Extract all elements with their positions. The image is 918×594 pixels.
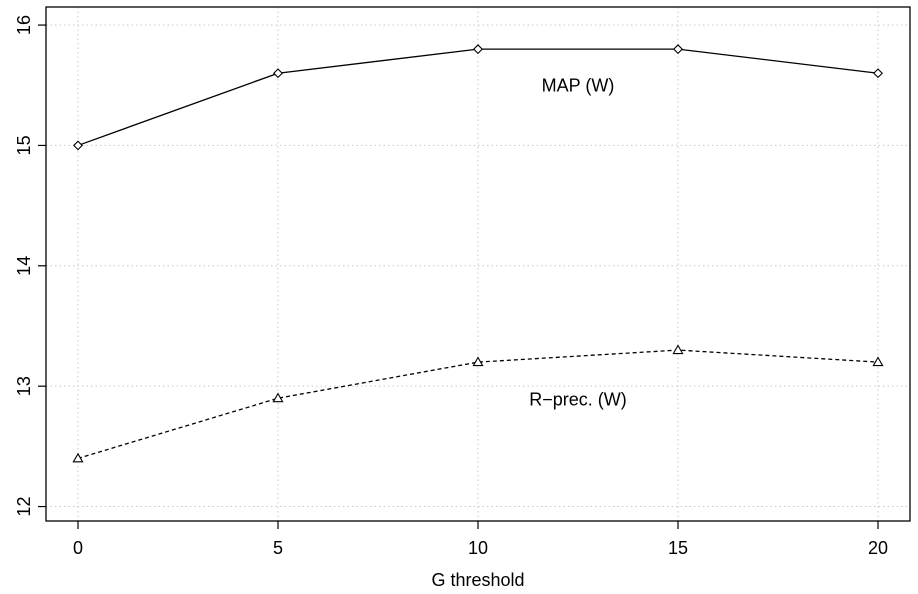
x-tick-label: 15: [668, 538, 688, 558]
series-label-r-prec: R−prec. (W): [529, 389, 627, 409]
data-point-triangle: [72, 452, 84, 463]
grid: [46, 7, 910, 521]
series-label-map: MAP (W): [542, 75, 615, 95]
series-line-1: [77, 349, 879, 460]
axes: 0 5 10 15 20 12 13 14 15 16: [14, 15, 888, 558]
x-tick-label: 5: [273, 538, 283, 558]
data-point-triangle: [272, 392, 284, 403]
data-point-triangle: [872, 356, 884, 367]
data-point-triangle: [672, 344, 684, 355]
x-tick-label: 10: [468, 538, 488, 558]
y-tick-label: 16: [14, 15, 34, 35]
y-tick-label: 12: [14, 497, 34, 517]
x-tick-label: 0: [73, 538, 83, 558]
x-axis-title: G threshold: [431, 570, 524, 590]
data-point-diamond: [473, 44, 483, 55]
data-point-triangle: [472, 356, 484, 367]
x-tick-label: 20: [868, 538, 888, 558]
y-tick-label: 13: [14, 376, 34, 396]
data-point-diamond: [673, 44, 683, 55]
data-point-diamond: [273, 68, 283, 79]
data-point-diamond: [873, 68, 883, 79]
y-tick-label: 14: [14, 256, 34, 276]
y-tick-label: 15: [14, 135, 34, 155]
series-group: [72, 44, 884, 463]
data-point-diamond: [73, 140, 83, 151]
